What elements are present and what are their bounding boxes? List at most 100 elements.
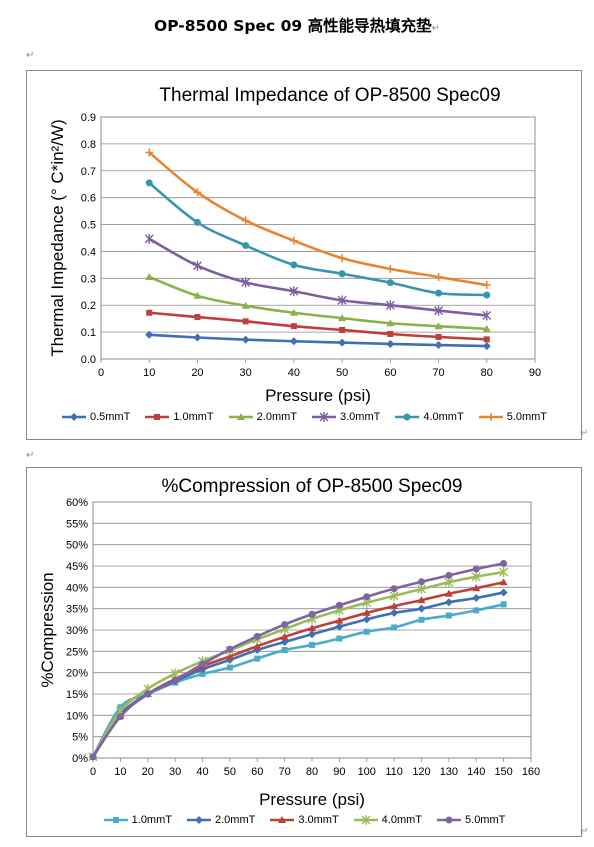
data-point — [253, 642, 262, 650]
y-tick-label: 0.2 — [81, 300, 96, 312]
data-point — [336, 635, 343, 642]
y-tick-label: 5% — [72, 732, 88, 744]
y-tick-label: 40% — [66, 582, 88, 594]
y-tick-label: 0.1 — [81, 327, 96, 339]
legend-item: 2.0mmT — [186, 814, 255, 826]
legend-swatch — [228, 413, 253, 420]
legend-marker — [194, 816, 203, 824]
data-point — [144, 233, 154, 244]
series-1.0mmT — [146, 309, 490, 343]
x-tick-label: 100 — [358, 766, 376, 778]
document-title-text: OP-8500 Spec 09 高性能导热填充垫 — [154, 17, 432, 35]
x-tick-label: 90 — [529, 367, 541, 379]
legend-marker — [69, 413, 78, 421]
chart-title: %Compression of OP-8500 Spec09 — [162, 476, 463, 497]
legend-label: 3.0mmT — [298, 814, 339, 826]
series-4.0mmT — [88, 566, 509, 762]
series-4.0mmT — [145, 179, 491, 299]
compression-plot: %Compression of OP-8500 Spec09 0% 5% 10% 15%… — [38, 476, 540, 809]
data-point — [308, 624, 316, 632]
x-tick-label: 140 — [467, 766, 485, 778]
legend-marker — [154, 414, 161, 420]
data-point — [290, 323, 297, 330]
data-point — [280, 632, 289, 640]
data-point — [145, 179, 153, 187]
data-point — [417, 584, 426, 595]
data-point — [89, 753, 97, 761]
data-point — [482, 342, 491, 351]
legend-swatch — [103, 817, 128, 823]
data-point — [499, 588, 508, 597]
data-point — [339, 326, 346, 333]
y-tick-label: 0.6 — [81, 193, 96, 205]
series-line — [149, 311, 487, 341]
data-point — [386, 319, 395, 327]
legend-label: 1.0mmT — [131, 814, 172, 826]
data-point — [281, 647, 288, 654]
data-point — [363, 593, 371, 601]
data-point — [362, 608, 371, 616]
legend-swatch — [312, 412, 336, 422]
data-point — [289, 337, 298, 346]
x-tick-label: 60 — [384, 367, 396, 379]
legend-item: 3.0mmT — [269, 814, 339, 826]
legend-label: 0.5mmT — [89, 411, 131, 423]
legend-swatch — [186, 816, 211, 824]
data-point — [434, 341, 443, 350]
legend-swatch — [478, 413, 503, 421]
data-point — [472, 594, 481, 602]
legend-label: 1.0mmT — [173, 411, 214, 423]
x-tick-label: 80 — [306, 766, 318, 778]
paragraph-mark-icon: ↵ — [26, 450, 35, 461]
data-point — [171, 676, 179, 684]
x-tick-label: 40 — [196, 766, 208, 778]
legend-marker — [236, 413, 245, 420]
legend-swatch — [145, 414, 170, 420]
y-tick-label: 45% — [66, 561, 88, 573]
data-point — [194, 314, 201, 321]
data-point — [337, 295, 347, 306]
data-point — [226, 664, 233, 671]
data-point — [242, 242, 250, 250]
data-point — [199, 660, 206, 668]
legend-label: 5.0mmT — [465, 814, 506, 826]
x-tick-label: 0 — [90, 766, 96, 778]
data-point — [500, 601, 507, 608]
data-point — [193, 333, 202, 342]
x-tick-label: 50 — [336, 367, 348, 379]
data-point — [389, 590, 399, 601]
legend-item: 4.0mmT — [353, 814, 422, 826]
x-axis-title: Pressure (psi) — [259, 790, 365, 809]
data-point — [289, 308, 298, 316]
y-tick-label: 0.3 — [81, 273, 96, 285]
y-tick-label: 0.8 — [81, 139, 96, 151]
data-point — [241, 335, 250, 344]
y-tick-label: 55% — [66, 518, 88, 530]
x-tick-label: 70 — [279, 766, 291, 778]
data-point — [193, 188, 202, 197]
y-tick-label: 0% — [72, 753, 88, 765]
legend-item: 5.0mmT — [478, 411, 547, 423]
series-line — [91, 603, 504, 758]
y-tick-label: 10% — [66, 710, 88, 722]
legend-item: 1.0mmT — [103, 814, 172, 826]
y-tick-label: 25% — [66, 646, 88, 658]
x-tick-label: 70 — [432, 367, 444, 379]
y-tick-label: 0.5 — [81, 220, 96, 232]
legend-label: 3.0mmT — [340, 411, 381, 423]
series-line — [148, 275, 487, 331]
data-point — [338, 270, 346, 278]
x-tick-label: 20 — [191, 367, 203, 379]
paragraph-mark-icon: ↵ — [26, 50, 35, 61]
data-point — [335, 601, 343, 609]
x-tick-label: 20 — [142, 766, 154, 778]
legend-item: 0.5mmT — [61, 411, 130, 423]
compression-legend: 1.0mmT 2.0mmT 3.0mmT 4.0mmT 5.0mmT — [27, 814, 581, 826]
data-point — [472, 584, 481, 592]
y-tick-label: 0.4 — [81, 246, 96, 258]
data-point — [418, 616, 425, 623]
data-point — [386, 339, 395, 348]
x-tick-label: 90 — [333, 766, 345, 778]
y-tick-label: 0.9 — [81, 112, 96, 124]
legend-label: 2.0mmT — [214, 814, 256, 826]
